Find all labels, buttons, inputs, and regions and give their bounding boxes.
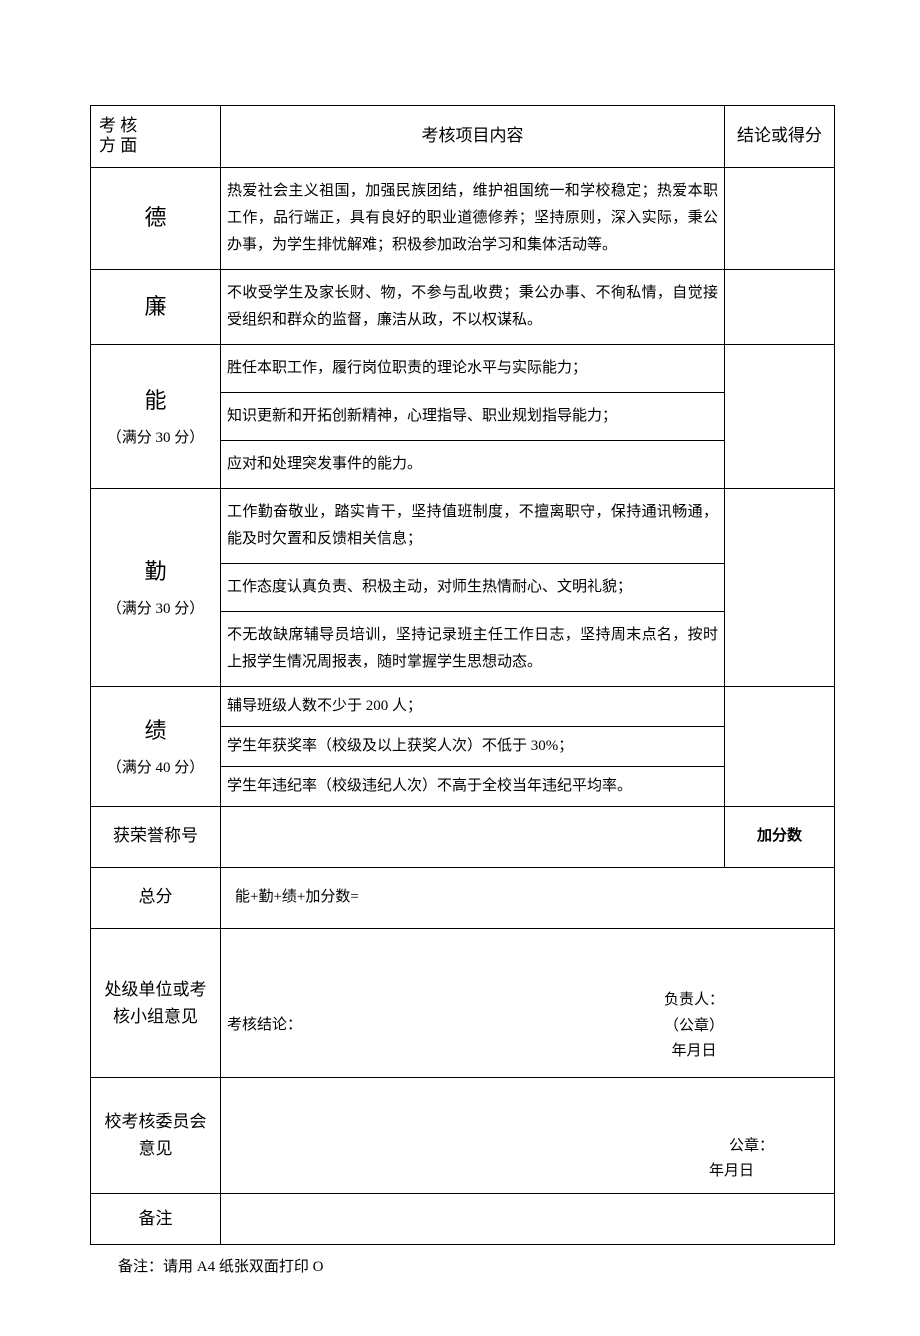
content-de: 热爱社会主义祖国，加强民族团结，维护祖国统一和学校稳定；热爱本职工作，品行端正，… xyxy=(221,167,725,269)
row-unit-opinion: 处级单位或考核小组意见 考核结论： 负责人： （公章） 年月日 xyxy=(91,928,835,1077)
evaluation-table: 考 核 方 面 考核项目内容 结论或得分 德 热爱社会主义祖国，加强民族团结，维… xyxy=(90,105,835,1245)
content-unit-opinion: 考核结论： 负责人： （公章） 年月日 xyxy=(221,928,835,1077)
content-qin-1: 工作勤奋敬业，踏实肯干，坚持值班制度，不擅离职守，保持通讯畅通，能及时欠置和反馈… xyxy=(221,488,725,563)
aspect-honor: 获荣誉称号 xyxy=(91,806,221,867)
aspect-neng: 能 （满分 30 分） xyxy=(91,344,221,488)
unit-signature-block: 负责人： （公章） 年月日 xyxy=(664,988,724,1065)
content-qin-2: 工作态度认真负责、积极主动，对师生热情耐心、文明礼貌； xyxy=(221,563,725,611)
row-neng-1: 能 （满分 30 分） 胜任本职工作，履行岗位职责的理论水平与实际能力； xyxy=(91,344,835,392)
committee-date-label: 年月日 xyxy=(689,1159,774,1185)
aspect-qin: 勤 （满分 30 分） xyxy=(91,488,221,686)
content-qin-3: 不无故缺席辅导员培训，坚持记录班主任工作日志，坚持周末点名，按时上报学生情况周报… xyxy=(221,611,725,686)
content-neng-3: 应对和处理突发事件的能力。 xyxy=(221,440,725,488)
row-remark: 备注 xyxy=(91,1193,835,1245)
footer-note: 备注：请用 A4 纸张双面打印 O xyxy=(90,1255,835,1276)
conclusion-label: 考核结论： xyxy=(227,1012,302,1039)
aspect-remark: 备注 xyxy=(91,1193,221,1245)
content-neng-1: 胜任本职工作，履行岗位职责的理论水平与实际能力； xyxy=(221,344,725,392)
row-lian: 廉 不收受学生及家长财、物，不参与乱收费；秉公办事、不徇私情，自觉接受组织和群众… xyxy=(91,269,835,344)
unit-date-label: 年月日 xyxy=(664,1039,724,1065)
header-row: 考 核 方 面 考核项目内容 结论或得分 xyxy=(91,106,835,168)
header-score: 结论或得分 xyxy=(725,106,835,168)
score-ji xyxy=(725,686,835,806)
header-content: 考核项目内容 xyxy=(221,106,725,168)
content-lian: 不收受学生及家长财、物，不参与乱收费；秉公办事、不徇私情，自觉接受组织和群众的监… xyxy=(221,269,725,344)
content-committee-opinion: 公章： 年月日 xyxy=(221,1077,835,1193)
aspect-ji: 绩 （满分 40 分） xyxy=(91,686,221,806)
page: { "header": { "aspect": "考 核\n方 面", "con… xyxy=(0,0,920,1336)
score-de xyxy=(725,167,835,269)
content-remark xyxy=(221,1193,835,1245)
content-neng-2: 知识更新和开拓创新精神，心理指导、职业规划指导能力； xyxy=(221,392,725,440)
row-honor: 获荣誉称号 加分数 xyxy=(91,806,835,867)
score-honor-label: 加分数 xyxy=(725,806,835,867)
content-honor xyxy=(221,806,725,867)
score-neng xyxy=(725,344,835,488)
score-lian xyxy=(725,269,835,344)
aspect-unit-opinion: 处级单位或考核小组意见 xyxy=(91,928,221,1077)
aspect-committee-opinion: 校考核委员会意见 xyxy=(91,1077,221,1193)
row-ji-1: 绩 （满分 40 分） 辅导班级人数不少于 200 人； xyxy=(91,686,835,726)
committee-signature-block: 公章： 年月日 xyxy=(689,1134,774,1185)
row-committee-opinion: 校考核委员会意见 公章： 年月日 xyxy=(91,1077,835,1193)
aspect-de: 德 xyxy=(91,167,221,269)
aspect-total: 总分 xyxy=(91,867,221,928)
row-qin-1: 勤 （满分 30 分） 工作勤奋敬业，踏实肯干，坚持值班制度，不擅离职守，保持通… xyxy=(91,488,835,563)
aspect-lian: 廉 xyxy=(91,269,221,344)
content-ji-2: 学生年获奖率（校级及以上获奖人次）不低于 30%； xyxy=(221,726,725,766)
row-de: 德 热爱社会主义祖国，加强民族团结，维护祖国统一和学校稳定；热爱本职工作，品行端… xyxy=(91,167,835,269)
principal-label: 负责人： xyxy=(664,988,724,1014)
score-qin xyxy=(725,488,835,686)
committee-seal-label: 公章： xyxy=(689,1134,774,1160)
content-total: 能+勤+绩+加分数= xyxy=(221,867,835,928)
header-aspect: 考 核 方 面 xyxy=(91,106,221,168)
content-ji-1: 辅导班级人数不少于 200 人； xyxy=(221,686,725,726)
content-ji-3: 学生年违纪率（校级违纪人次）不高于全校当年违纪平均率。 xyxy=(221,766,725,806)
row-total: 总分 能+勤+绩+加分数= xyxy=(91,867,835,928)
unit-seal-label: （公章） xyxy=(664,1014,724,1040)
